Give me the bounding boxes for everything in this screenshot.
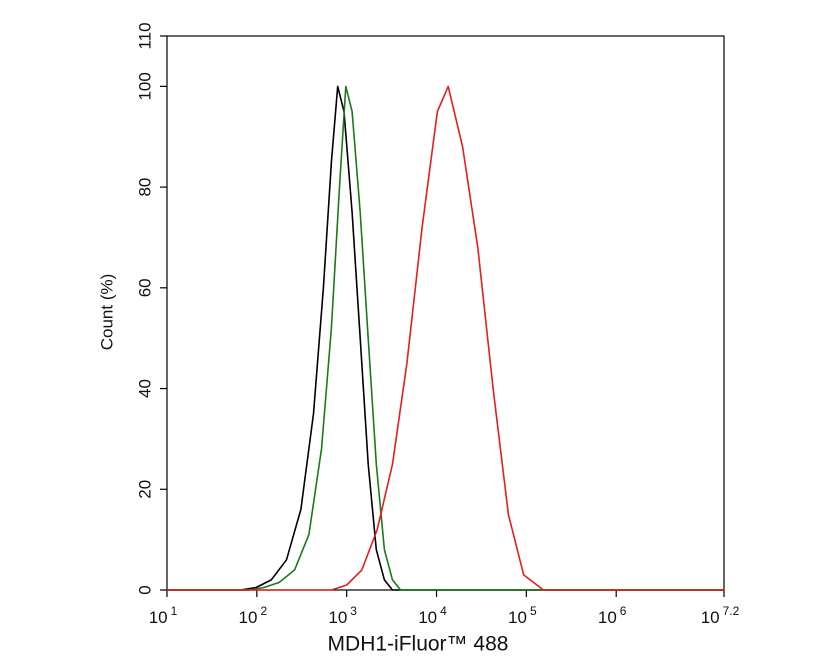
y-tick-label: 110	[135, 22, 154, 49]
x-tick-exponent: 4	[440, 604, 447, 618]
x-tick-label: 10 4	[418, 604, 447, 627]
x-tick-label: 10 2	[239, 604, 268, 627]
x-tick-base: 10	[418, 608, 437, 627]
x-tick-base: 10	[598, 608, 617, 627]
x-tick-base: 10	[149, 608, 168, 627]
x-tick-label: 10 7.2	[701, 604, 740, 627]
histogram-line	[167, 85, 724, 591]
y-tick-label: 80	[135, 178, 154, 197]
x-tick-exponent: 6	[620, 604, 627, 618]
y-tick-label: 20	[135, 480, 154, 499]
x-tick-exponent: 1	[171, 604, 178, 618]
y-tick-label: 0	[135, 585, 154, 594]
histogram-line	[167, 85, 724, 591]
y-tick-label: 60	[135, 278, 154, 297]
x-tick-exponent: 7.2	[723, 604, 740, 618]
x-tick-base: 10	[239, 608, 258, 627]
x-tick-base: 10	[701, 608, 720, 627]
plot-frame	[166, 35, 725, 591]
x-tick-exponent: 2	[260, 604, 267, 618]
histogram-line	[167, 85, 724, 591]
x-tick-base: 10	[328, 608, 347, 627]
x-tick-label: 10 3	[328, 604, 357, 627]
x-tick-label: 10 6	[598, 604, 627, 627]
y-tick-label: 100	[135, 72, 154, 100]
y-axis-title: Count (%)	[97, 274, 116, 351]
x-tick-base: 10	[508, 608, 527, 627]
x-axis-title: MDH1-iFluor™ 488	[328, 633, 509, 656]
x-tick-exponent: 5	[530, 604, 537, 618]
y-tick-label: 40	[135, 379, 154, 398]
x-tick-exponent: 3	[350, 604, 357, 618]
x-tick-label: 10 1	[149, 604, 178, 627]
x-tick-label: 10 5	[508, 604, 537, 627]
